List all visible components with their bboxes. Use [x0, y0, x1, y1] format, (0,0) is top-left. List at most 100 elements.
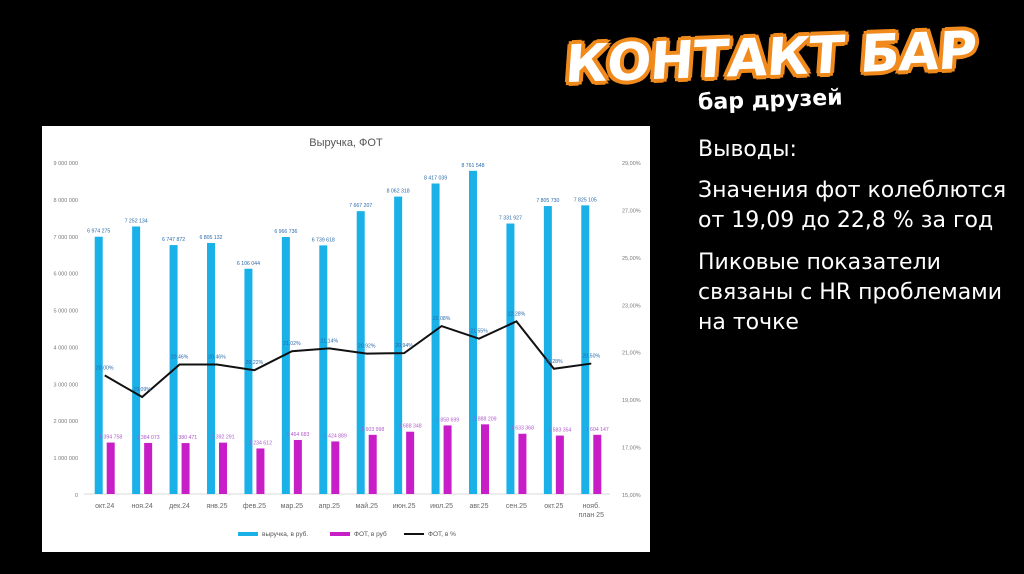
- x-tick-label: июл.25: [430, 503, 453, 510]
- payroll-data-label: 1 583 354: [548, 428, 571, 434]
- revenue-data-label: 7 667 207: [349, 203, 372, 209]
- y-left-tick-label: 4 000 000: [54, 345, 78, 351]
- revenue-bar: [132, 226, 141, 494]
- payroll-percent-line: [104, 320, 592, 399]
- payroll-data-label: 1 384 073: [137, 435, 160, 441]
- payroll-percent-label: 19,09%: [133, 387, 151, 393]
- payroll-percent-label: 20,50%: [582, 354, 600, 360]
- revenue-bar: [543, 206, 552, 494]
- payroll-percent-label: 20,92%: [358, 344, 376, 350]
- revenue-data-label: 8 761 548: [461, 163, 484, 169]
- legend-swatch: [330, 532, 350, 536]
- legend-label: ФОТ, в %: [428, 531, 456, 538]
- payroll-bar: [481, 424, 489, 494]
- revenue-data-label: 6 739 618: [312, 237, 335, 243]
- revenue-data-label: 7 805 730: [536, 198, 559, 204]
- x-tick-label: план 25: [579, 512, 604, 519]
- revenue-data-label: 6 966 736: [274, 229, 297, 235]
- y-right-tick-label: 25,00%: [622, 256, 641, 262]
- payroll-data-label: 1 380 471: [174, 435, 197, 441]
- x-tick-label: ноя.24: [132, 503, 153, 510]
- y-left-tick-label: 2 000 000: [54, 419, 78, 425]
- y-left-tick-label: 3 000 000: [54, 382, 78, 388]
- revenue-data-label: 6 106 044: [237, 261, 260, 267]
- payroll-percent-label: 20,46%: [171, 355, 189, 361]
- revenue-bar: [394, 196, 403, 494]
- conclusions-heading: Выводы:: [698, 137, 797, 162]
- x-tick-label: окт.24: [95, 503, 114, 510]
- x-tick-label: апр.25: [319, 503, 340, 510]
- x-tick-label: мар.25: [281, 503, 303, 510]
- payroll-bar: [144, 442, 153, 494]
- revenue-data-label: 7 331 927: [499, 216, 522, 222]
- revenue-data-label: 7 825 105: [574, 197, 597, 203]
- payroll-data-label: 1 424 889: [324, 433, 347, 439]
- y-left-tick-label: 1 000 000: [54, 456, 78, 462]
- y-right-tick-label: 17,00%: [622, 446, 641, 452]
- revenue-data-label: 8 062 318: [387, 189, 410, 195]
- y-left-tick-label: 6 000 000: [54, 272, 78, 278]
- y-left-tick-label: 0: [75, 493, 78, 499]
- x-tick-label: авг.25: [469, 503, 488, 510]
- y-right-tick-label: 23,00%: [622, 303, 641, 309]
- revenue-payroll-chart: Выручка, ФОТ 0 1 000 000 2 000 000 3 000 000…: [42, 126, 650, 552]
- payroll-bar: [406, 431, 415, 494]
- payroll-data-label: 1 464 683: [286, 432, 309, 438]
- x-tick-label: дек.24: [169, 503, 190, 510]
- payroll-data-label: 1 392 291: [211, 435, 234, 441]
- revenue-bar: [244, 268, 253, 494]
- revenue-bar: [207, 242, 215, 494]
- payroll-bar: [181, 443, 190, 494]
- chart-title: Выручка, ФОТ: [309, 137, 383, 149]
- brand-logo: КОНТАКТ БАР бар друзей: [560, 18, 1010, 118]
- revenue-bar: [319, 245, 328, 494]
- payroll-data-label: 1 633 368: [511, 426, 534, 432]
- payroll-bar: [331, 441, 340, 494]
- payroll-percent-label: 22,28%: [508, 311, 526, 317]
- payroll-data-label: 1 234 612: [249, 440, 272, 446]
- payroll-bar: [555, 435, 564, 494]
- payroll-data-label: 1 858 699: [436, 417, 459, 423]
- payroll-data-label: 1 603 998: [361, 427, 384, 433]
- y-right-tick-label: 15,00%: [622, 493, 641, 499]
- payroll-percent-label: 21,02%: [283, 341, 301, 347]
- legend-swatch: [238, 532, 258, 536]
- payroll-percent-label: 21,14%: [320, 338, 338, 344]
- payroll-percent-label: 20,22%: [246, 360, 264, 366]
- payroll-data-label: 1 604 147: [586, 427, 609, 433]
- payroll-bar: [293, 439, 302, 494]
- x-tick-label: фев.25: [243, 503, 266, 510]
- revenue-bar: [581, 205, 590, 494]
- payroll-percent-label: 20,94%: [395, 343, 413, 349]
- payroll-bar: [368, 434, 377, 494]
- logo-wordmark: КОНТАКТ БАР: [563, 20, 978, 96]
- y-right-tick-label: 29,00%: [622, 161, 641, 167]
- payroll-bar: [443, 425, 452, 494]
- x-tick-label: сен.25: [506, 503, 527, 510]
- conclusion-range: Значения фот колеблются от 19,09 до 22,8…: [698, 178, 1007, 233]
- payroll-data-label: 1 394 758: [99, 435, 122, 441]
- revenue-data-label: 6 747 872: [162, 237, 185, 243]
- y-left-tick-label: 5 000 000: [54, 309, 78, 315]
- revenue-data-label: 8 417 039: [424, 176, 447, 182]
- payroll-bar: [106, 442, 115, 494]
- payroll-bar: [518, 433, 527, 494]
- x-tick-label: май.25: [356, 502, 378, 510]
- payroll-percent-label: 20,00%: [96, 365, 114, 371]
- y-right-tick-label: 27,00%: [622, 208, 641, 214]
- payroll-data-label: 1 688 348: [399, 424, 422, 430]
- revenue-data-label: 7 252 134: [125, 218, 148, 224]
- payroll-bar: [256, 448, 265, 494]
- legend-label: выручка, в руб.: [262, 530, 308, 538]
- revenue-bar: [506, 223, 515, 494]
- payroll-percent-label: 21,55%: [470, 329, 488, 335]
- payroll-data-label: 1 888 209: [473, 416, 496, 422]
- conclusions-panel: Выводы: Значения фот колеблются от 19,09…: [698, 136, 1008, 350]
- revenue-bar: [94, 236, 103, 494]
- revenue-bar: [281, 237, 290, 494]
- payroll-percent-label: 22,08%: [433, 316, 451, 322]
- payroll-bar: [593, 434, 602, 494]
- payroll-bar: [219, 442, 227, 494]
- payroll-percent-label: 20,28%: [545, 359, 563, 365]
- y-left-tick-label: 8 000 000: [54, 198, 78, 204]
